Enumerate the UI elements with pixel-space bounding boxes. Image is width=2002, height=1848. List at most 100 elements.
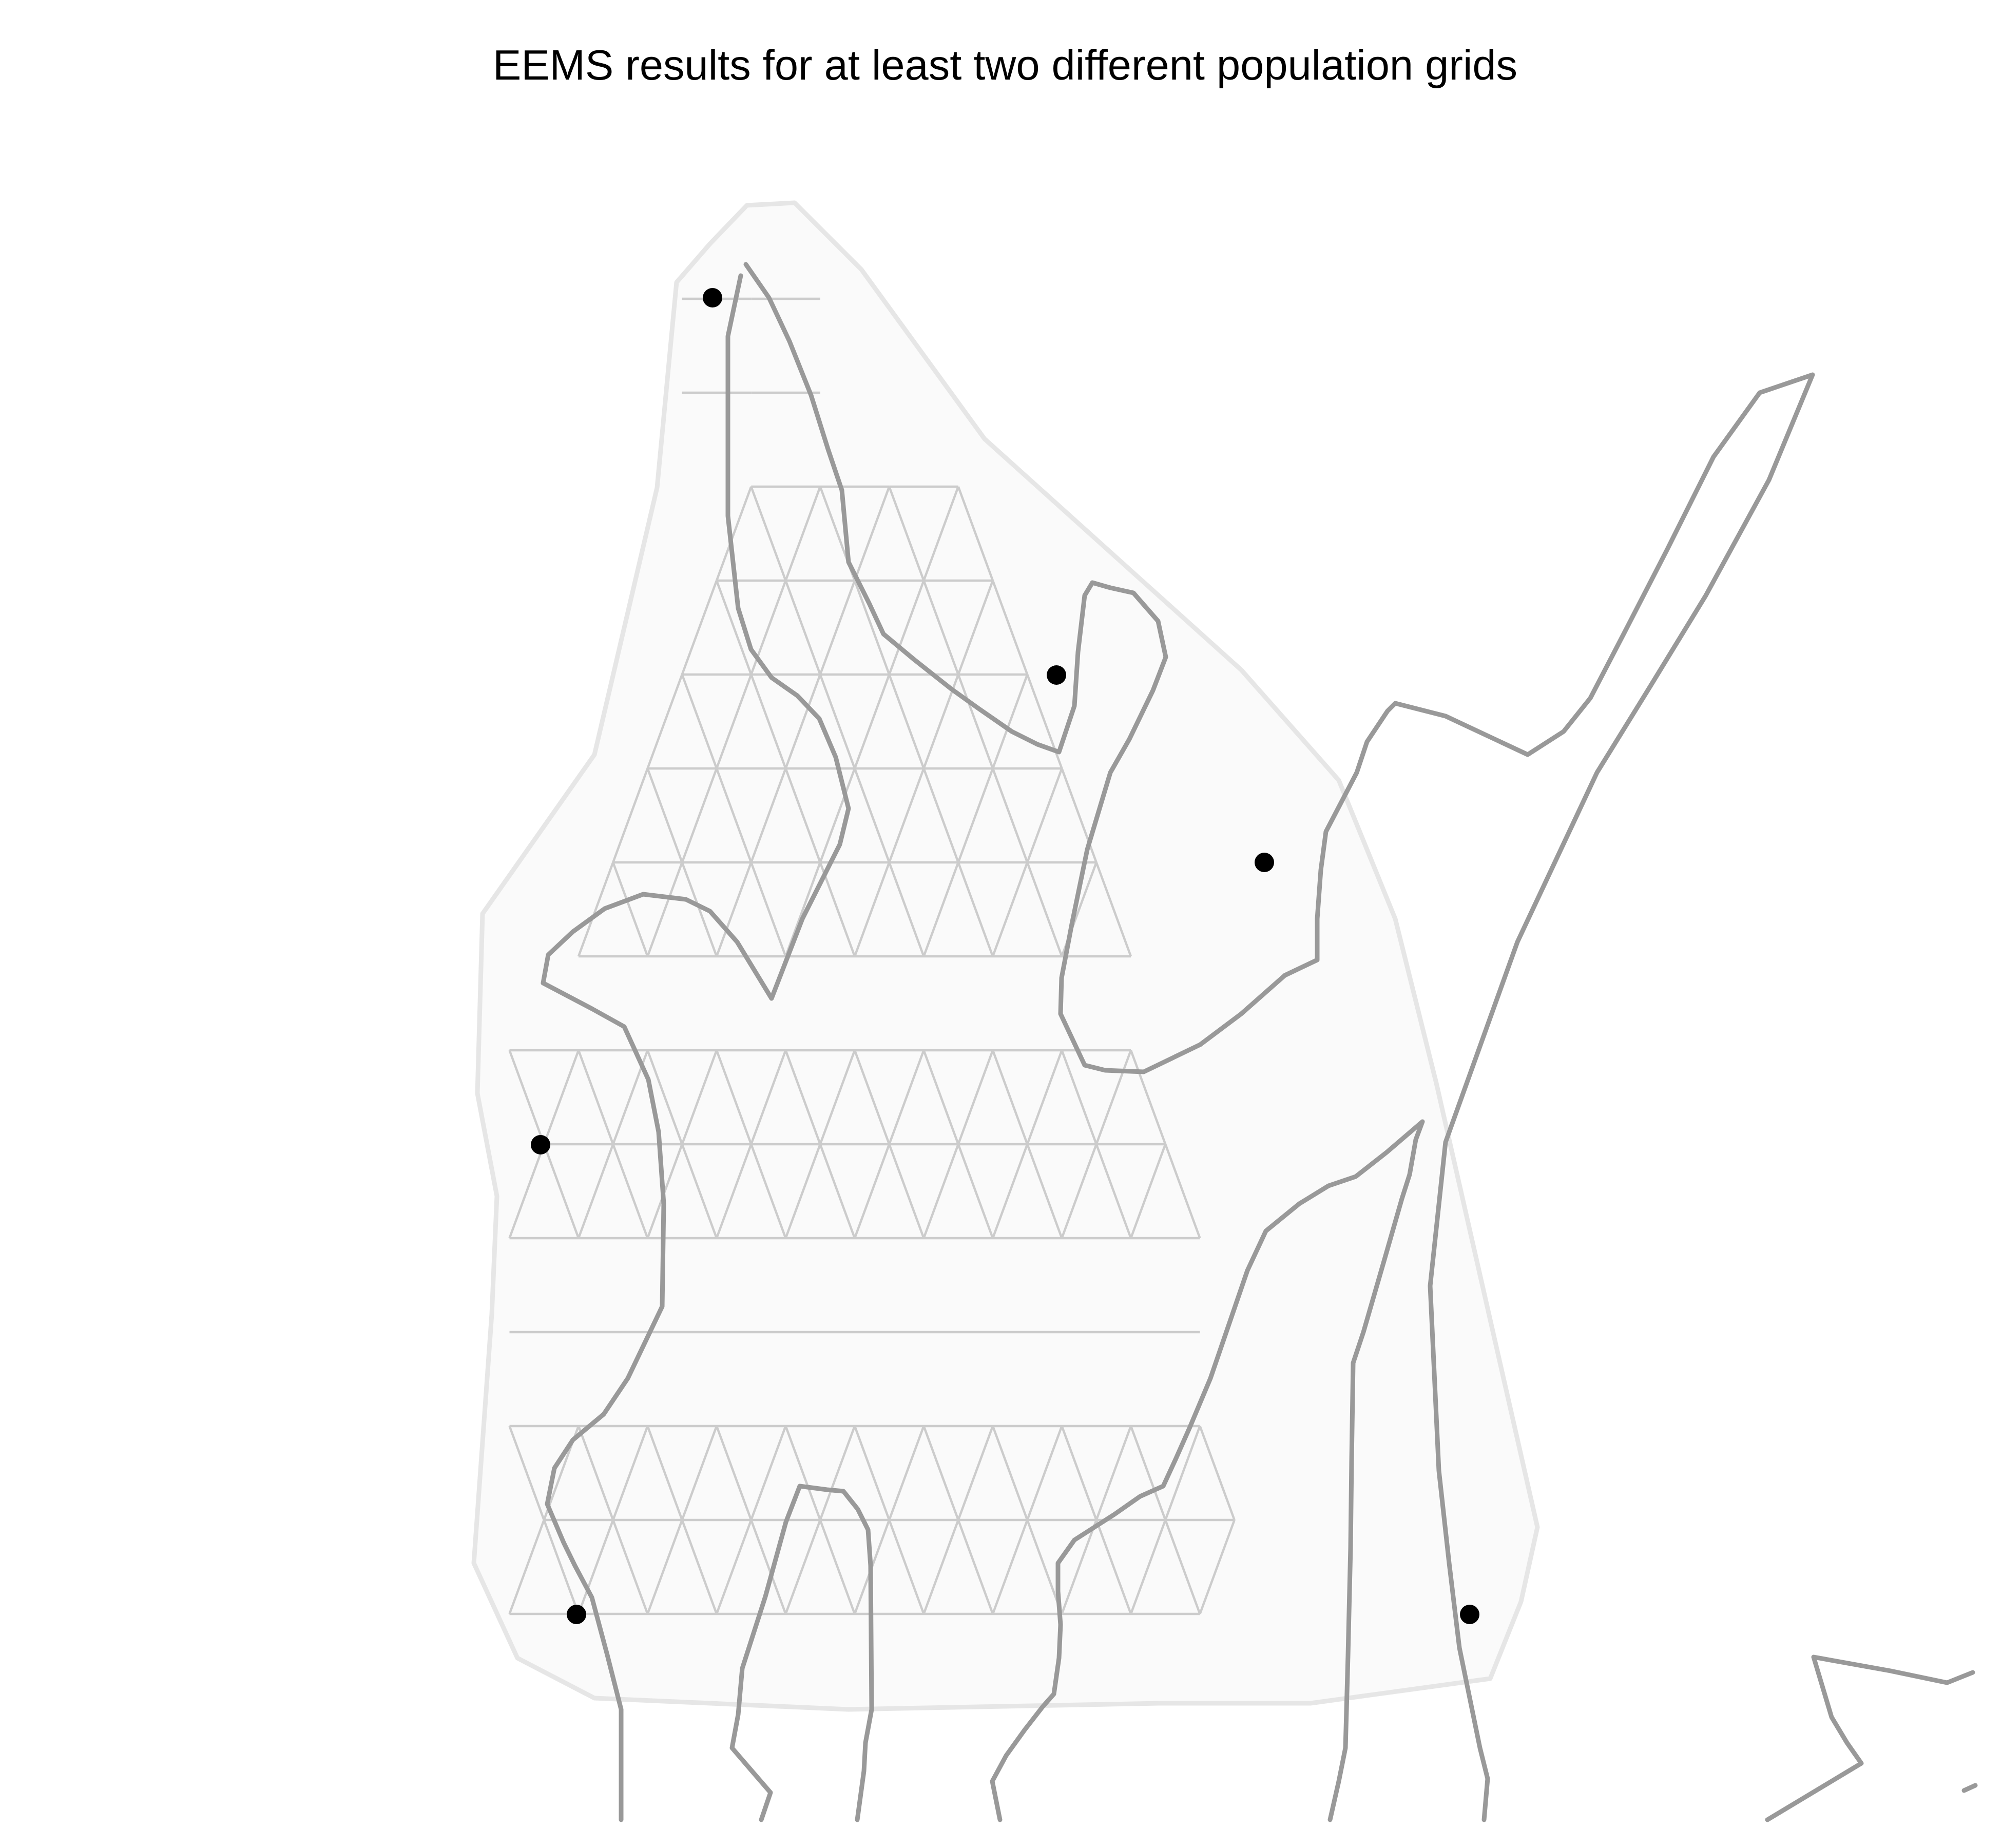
grid-edge [646,1519,683,1614]
grid-edge [853,1050,891,1145]
grid-edge [715,768,753,863]
grid-edge [750,1519,787,1614]
grid-edge [1026,1050,1063,1145]
boundary-south-finger [729,1484,874,1822]
grid-edge [750,1144,787,1239]
grid-edge [543,1519,580,1614]
grid-edge [646,674,683,769]
grid-edge [612,768,649,863]
grid-edge [646,1426,683,1520]
grid-edge [1095,862,1132,957]
grid-edge [819,768,856,863]
grid-edge [991,862,1029,957]
grid-edge [853,862,891,957]
grid-edge [888,1519,925,1614]
grid-edge [1026,1519,1063,1614]
grid-edge [681,768,718,863]
grid-edge [991,674,1029,769]
grid-edge [1164,1144,1201,1239]
boundary-lines [541,262,1978,1822]
grid-edge [888,768,925,863]
grid-edge [750,768,787,863]
grid-edge [888,1144,925,1239]
grid-edge [715,580,753,675]
grid-edge [957,1519,994,1614]
grid-edge [1199,1519,1236,1614]
grid-edge [681,580,718,675]
grid-edge [681,1144,718,1239]
grid-edge [1164,1519,1201,1614]
grid-edge [1095,1050,1132,1145]
grid-edge [922,1426,959,1520]
grid-edge [646,862,683,957]
grid-edge [681,1050,718,1145]
grid-edge [922,486,959,581]
grid-edge [853,768,891,863]
grid-edge [577,862,614,957]
grid-edge [991,1050,1029,1145]
grid-edge [750,1050,787,1145]
grid-edge [577,1050,614,1145]
grid-edge [922,1144,959,1239]
grid-edge [1061,1519,1098,1614]
grid-edge [819,1144,856,1239]
sample-point [703,288,722,307]
grid-edge [1164,1426,1201,1520]
boundary-far-right-tip [1961,1783,1978,1793]
boundary-far-right [1765,1654,1975,1822]
grid-edge [508,1144,545,1239]
grid-edge [715,1050,753,1145]
population-grid [508,297,1236,1615]
grid-edge [784,674,821,769]
grid-edge [957,580,994,675]
grid-edge [888,580,925,675]
grid-edge [543,1144,580,1239]
sample-point [531,1135,550,1154]
grid-edge [577,1519,614,1614]
grid-edge [543,1050,580,1145]
grid-edge [957,862,994,957]
grid-edge [750,674,787,769]
grid-edge [715,862,753,957]
grid-edge [922,862,959,957]
grid-edge [681,1519,718,1614]
grid-edge [508,1519,545,1614]
grid-edge [681,674,718,769]
grid-edge [508,1426,545,1520]
grid-edge [922,1050,959,1145]
grid-edge [957,486,994,581]
grid-edge [1095,1519,1132,1614]
grid-edge [1061,1050,1098,1145]
grid-edge [612,1426,649,1520]
grid-edge [1026,1426,1063,1520]
grid-edge [784,580,821,675]
grid-edge [819,1519,856,1614]
grid-edge [1129,1426,1167,1520]
grid-edge [991,580,1029,675]
grid-edge [888,862,925,957]
grid-edge [715,486,753,581]
grid-edge [853,674,891,769]
grid-edge [715,1519,753,1614]
boundary-central-spur [990,1119,1425,1822]
grid-edge [784,1519,821,1614]
grid-edge [681,862,718,957]
grid-edge [750,862,787,957]
grid-edge [819,862,856,957]
grid-edge [577,1426,614,1520]
grid-edge [577,1144,614,1239]
grid-edge [1061,1144,1098,1239]
grid-edge [1095,1426,1132,1520]
grid-edge [957,1144,994,1239]
grid-edge [1026,1144,1063,1239]
grid-edge [853,486,891,581]
grid-edge [1061,1426,1098,1520]
grid-edge [888,1426,925,1520]
grid-edge [991,1426,1029,1520]
grid-edge [750,486,787,581]
grid-edge [784,862,821,957]
grid-edge [819,1050,856,1145]
grid-edge [819,580,856,675]
grid-edge [508,1050,545,1145]
grid-edge [991,768,1029,863]
